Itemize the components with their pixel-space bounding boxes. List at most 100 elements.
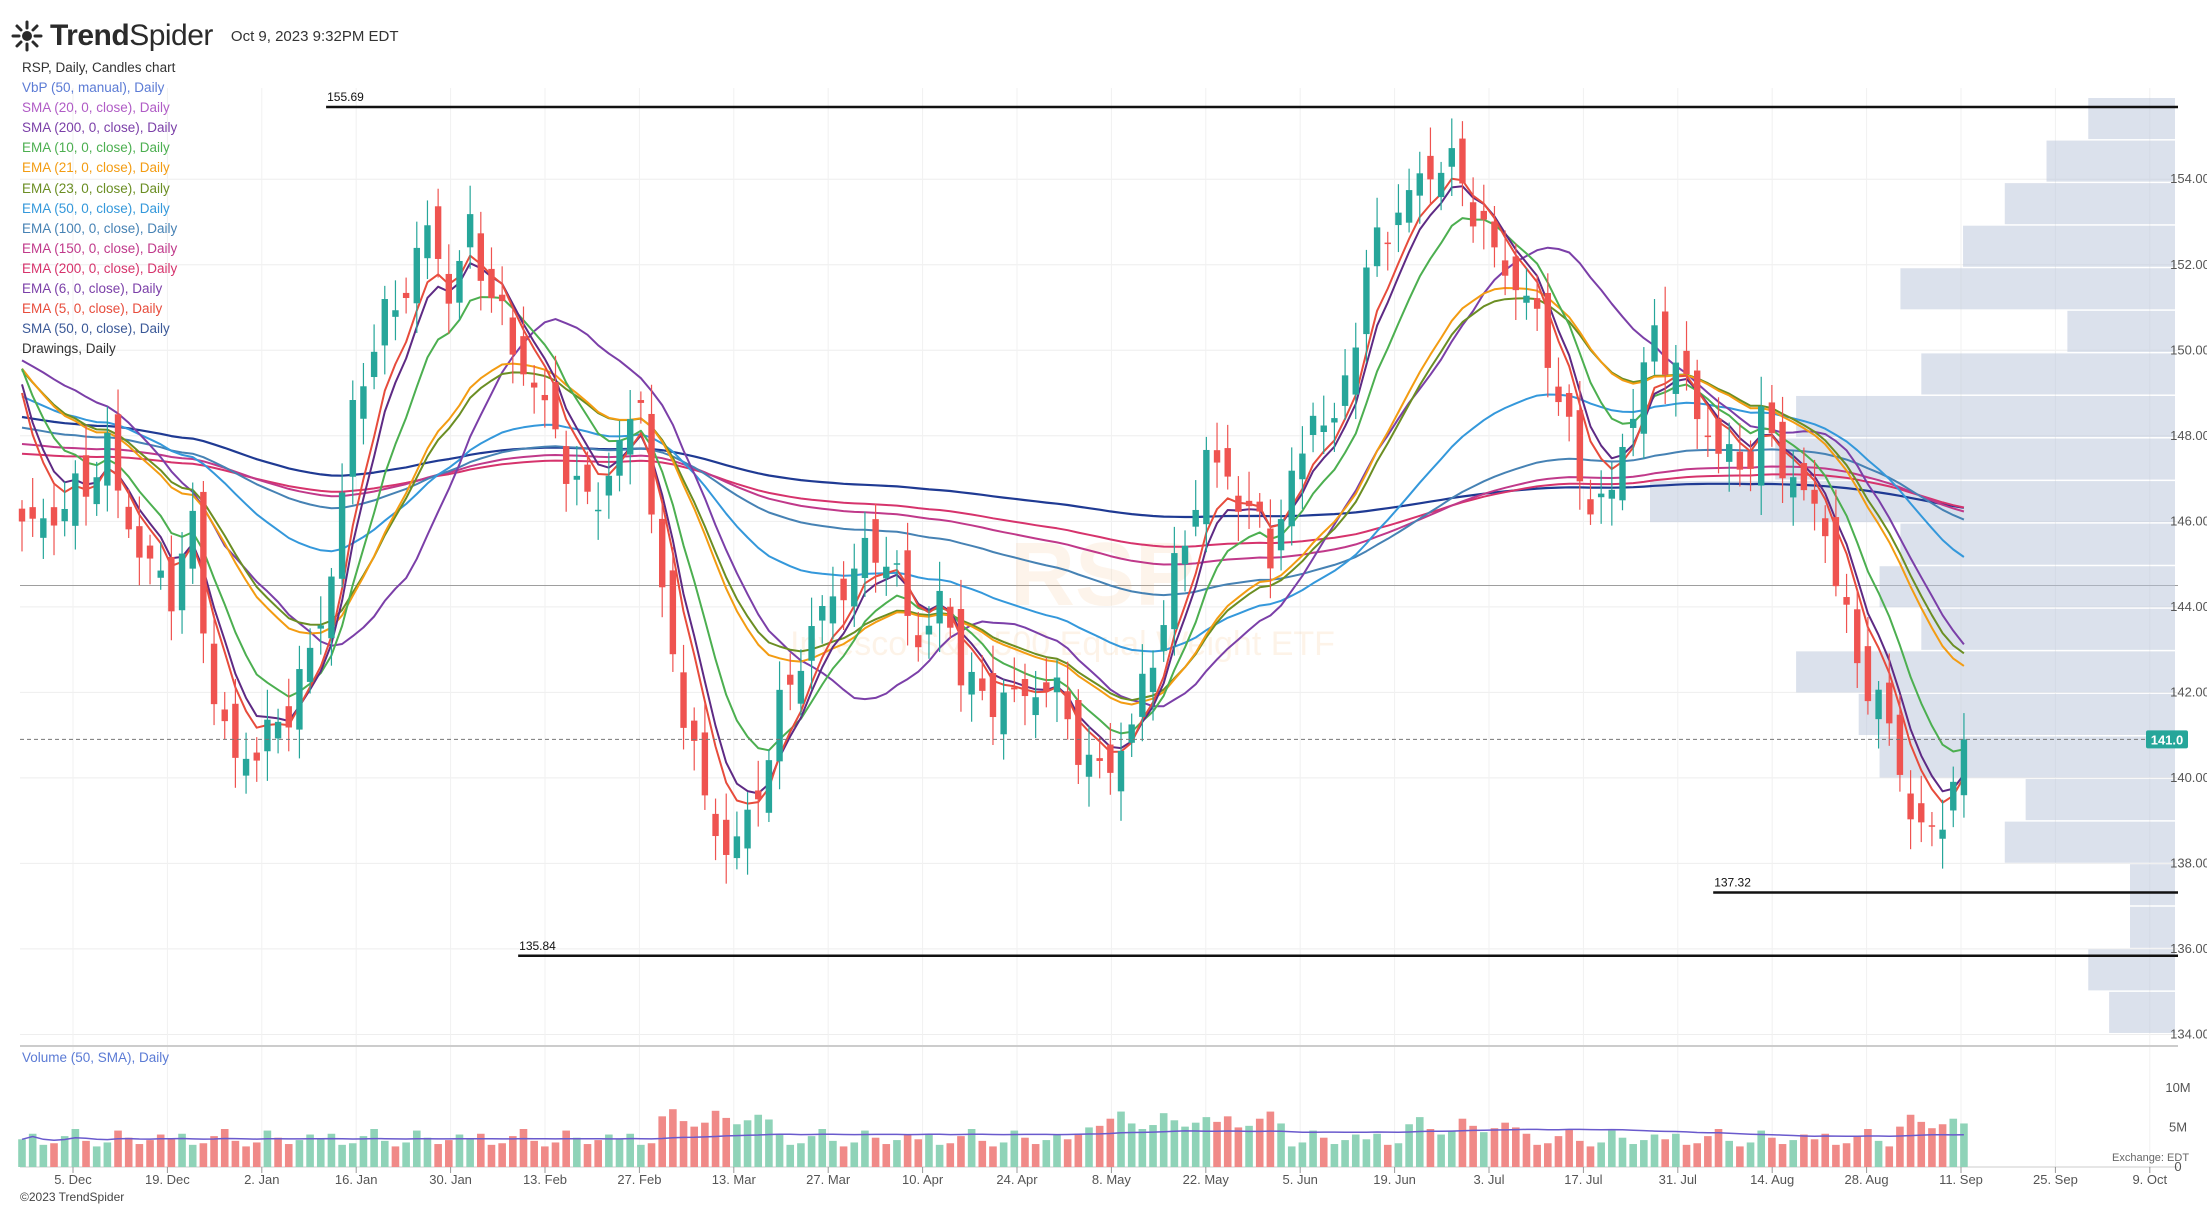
legend-item[interactable]: EMA (50, 0, close), Daily [22,200,170,216]
candle-body[interactable] [349,400,356,477]
candle-body[interactable] [947,606,954,628]
candle-body[interactable] [1886,682,1893,724]
last-price-badge[interactable] [2146,730,2188,749]
candle-body[interactable] [1309,415,1317,435]
candle-body[interactable] [1693,370,1701,420]
candle-body[interactable] [1683,350,1690,375]
candle-body[interactable] [1822,518,1829,537]
brand-name[interactable]: TrendSpider [50,19,213,53]
candle-body[interactable] [1363,267,1370,335]
candle-body[interactable] [659,518,666,588]
candle-body[interactable] [1811,489,1818,504]
candle-body[interactable] [616,440,623,476]
candle-body[interactable] [317,625,324,629]
candle-body[interactable] [1768,402,1776,434]
candle-body[interactable] [1533,298,1541,309]
candle-body[interactable] [210,643,218,705]
moving-average-line[interactable] [21,246,1965,708]
candle-body[interactable] [1011,687,1018,690]
candle-body[interactable] [1427,155,1434,180]
candle-body[interactable] [253,752,260,761]
candle-body[interactable] [1213,450,1221,463]
candle-body[interactable] [1267,528,1274,569]
candle-body[interactable] [605,475,613,496]
candle-body[interactable] [1512,256,1519,291]
candle-body[interactable] [925,625,933,635]
candle-body[interactable] [541,394,549,401]
candle-body[interactable] [968,671,975,695]
candle-body[interactable] [1790,477,1797,498]
candle-body[interactable] [680,672,687,728]
candle-body[interactable] [1587,499,1594,515]
candle-body[interactable] [701,732,709,796]
legend-item[interactable]: Drawings, Daily [22,341,116,357]
legend-item[interactable]: SMA (200, 0, close), Daily [22,120,178,136]
candle-body[interactable] [1000,692,1007,735]
candle-body[interactable] [61,508,68,522]
candle-body[interactable] [808,626,815,661]
candle-body[interactable] [552,382,559,430]
moving-average-line[interactable] [21,415,1965,519]
candle-body[interactable] [1160,625,1167,652]
candle-body[interactable] [957,608,965,686]
candle-body[interactable] [242,758,250,776]
candle-body[interactable] [1064,691,1071,720]
candle-body[interactable] [1043,682,1050,692]
candle-body[interactable] [360,386,367,419]
candle-body[interactable] [1299,453,1306,480]
candle-body[interactable] [1501,260,1509,276]
candle-body[interactable] [1085,754,1093,777]
candle-body[interactable] [18,508,26,522]
candle-body[interactable] [285,706,292,728]
candle-body[interactable] [1896,714,1904,775]
candle-body[interactable] [1384,242,1391,245]
indicator-legend[interactable]: RSP, Daily, Candles chart VbP (50, manual… [22,58,177,359]
candle-body[interactable] [1619,446,1626,501]
candle-body[interactable] [50,507,58,526]
candle-body[interactable] [872,519,879,563]
candle-body[interactable] [1288,470,1295,527]
candle-body[interactable] [392,310,399,317]
candle-body[interactable] [488,268,495,299]
candle-body[interactable] [1203,449,1210,525]
candle-body[interactable] [72,473,79,526]
candle-body[interactable] [1565,392,1573,417]
candle-body[interactable] [915,635,922,648]
candle-body[interactable] [1939,829,1946,839]
candle-body[interactable] [936,590,943,624]
candle-body[interactable] [1053,677,1061,693]
candle-body[interactable] [1277,519,1285,551]
candle-body[interactable] [1139,673,1146,717]
legend-item[interactable]: EMA (23, 0, close), Daily [22,180,170,196]
candle-body[interactable] [1608,489,1616,499]
legend-item[interactable]: EMA (200, 0, close), Daily [22,260,178,276]
candle-body[interactable] [29,507,36,519]
legend-item[interactable]: SMA (50, 0, close), Daily [22,321,170,337]
legend-item[interactable]: EMA (150, 0, close), Daily [22,240,178,256]
candle-body[interactable] [1352,347,1359,395]
candle-body[interactable] [221,709,228,722]
volume-indicator-label[interactable]: Volume (50, SMA), Daily [22,1050,170,1065]
candle-body[interactable] [1960,739,1968,796]
candle-body[interactable] [979,678,986,691]
candle-body[interactable] [232,703,239,758]
candle-body[interactable] [264,719,271,752]
candle-body[interactable] [125,506,132,530]
candle-body[interactable] [1726,444,1733,462]
moving-average-line[interactable] [21,452,1965,548]
legend-item[interactable]: EMA (6, 0, close), Daily [22,281,163,297]
candle-body[interactable] [1843,597,1850,605]
candle-body[interactable] [434,206,442,259]
candle-body[interactable] [1864,646,1872,702]
candle-body[interactable] [1523,295,1530,303]
legend-item[interactable]: EMA (5, 0, close), Daily [22,301,163,317]
moving-average-line[interactable] [21,426,1965,597]
candle-body[interactable] [1747,451,1754,469]
candle-body[interactable] [1235,495,1242,512]
candle-body[interactable] [93,477,100,505]
candle-body[interactable] [530,382,538,388]
candle-body[interactable] [1736,451,1744,470]
candle-body[interactable] [1224,448,1231,477]
candle-body[interactable] [466,214,474,248]
